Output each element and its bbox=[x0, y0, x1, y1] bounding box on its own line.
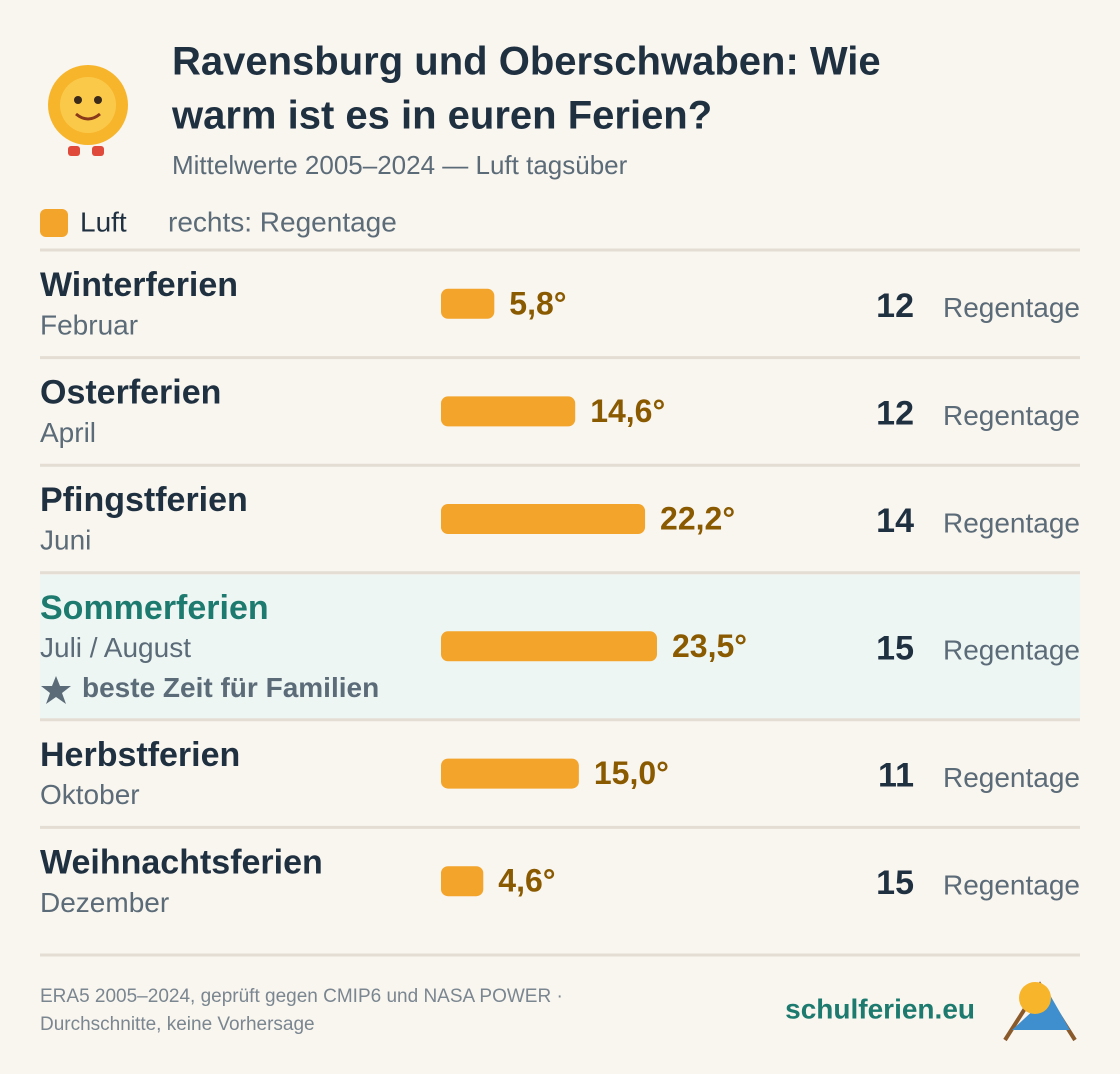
month-label: Februar bbox=[40, 309, 138, 340]
legend-label: Luft bbox=[80, 206, 127, 237]
value-label: 23,5° bbox=[672, 628, 747, 664]
rain-days: 15 bbox=[876, 629, 914, 667]
title: Ravensburg und Oberschwaben: Wie bbox=[172, 40, 881, 84]
category-label: Osterferien bbox=[40, 374, 221, 412]
category-label: Winterferien bbox=[40, 266, 238, 304]
month-label: Oktober bbox=[40, 779, 140, 810]
value-label: 22,2° bbox=[660, 500, 735, 536]
rows: Winterferien Februar 5,8° 12 Regentage Osterf… bbox=[40, 248, 1080, 918]
rain-days: 12 bbox=[876, 394, 914, 432]
bar bbox=[441, 866, 484, 897]
footer: ERA5 2005–2024, geprüft gegen CMIP6 und … bbox=[40, 986, 563, 1007]
value-label: 5,8° bbox=[509, 285, 566, 321]
bar bbox=[441, 758, 579, 789]
rain-unit: Regentage bbox=[943, 762, 1080, 793]
value-label: 4,6° bbox=[498, 863, 555, 899]
category-label: Weihnachtsferien bbox=[40, 843, 323, 881]
legend-swatch bbox=[40, 209, 68, 237]
title: warm ist es in euren Ferien? bbox=[171, 94, 712, 138]
sun-icon bbox=[48, 65, 128, 156]
rain-days: 14 bbox=[876, 502, 914, 540]
rain-days: 12 bbox=[876, 287, 914, 325]
footer: Durchschnitte, keine Vorhersage bbox=[40, 1014, 315, 1035]
rain-unit: Regentage bbox=[943, 635, 1080, 666]
bar bbox=[441, 288, 495, 319]
month-label: Juni bbox=[40, 525, 91, 556]
bar bbox=[441, 396, 576, 427]
brand: schulferien.eu bbox=[785, 993, 975, 1024]
month-label: Dezember bbox=[40, 887, 169, 918]
rain-unit: Regentage bbox=[943, 400, 1080, 431]
value-label: 15,0° bbox=[594, 755, 669, 791]
category-label: Sommerferien bbox=[40, 589, 269, 627]
highlight-note: beste Zeit für Familien bbox=[82, 672, 379, 703]
month-label: Juli / August bbox=[40, 632, 191, 663]
sun-chair-icon bbox=[1003, 981, 1077, 1042]
subtitle: Mittelwerte 2005–2024 — Luft tagsüber bbox=[172, 150, 628, 180]
value-label: 14,6° bbox=[590, 393, 665, 429]
star-icon bbox=[41, 676, 71, 704]
month-label: April bbox=[40, 417, 96, 448]
rain-days: 15 bbox=[876, 864, 914, 902]
rain-unit: Regentage bbox=[943, 507, 1080, 538]
category-label: Pfingstferien bbox=[40, 481, 248, 519]
bar bbox=[441, 631, 657, 662]
legend-note: rechts: Regentage bbox=[168, 206, 397, 237]
category-label: Herbstferien bbox=[40, 736, 240, 774]
rain-days: 11 bbox=[878, 757, 914, 795]
rain-unit: Regentage bbox=[943, 870, 1080, 901]
bar bbox=[441, 504, 646, 534]
rain-unit: Regentage bbox=[943, 292, 1080, 323]
